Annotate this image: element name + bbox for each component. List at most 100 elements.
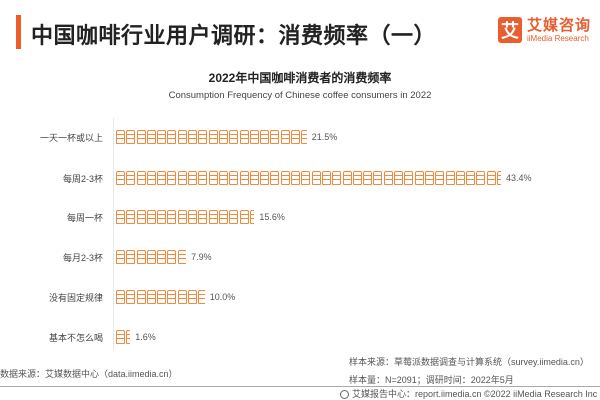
coffee-cup-icon [177, 171, 187, 185]
coffee-cup-icon [116, 171, 125, 185]
cup-bar [116, 130, 307, 144]
sample-info: 样本量：N=2091；调研时间：2022年5月 [349, 375, 514, 385]
coffee-cup-icon [383, 171, 393, 185]
coffee-cup-icon [116, 330, 125, 344]
coffee-cup-icon [445, 171, 455, 185]
coffee-cup-icon [136, 171, 146, 185]
chart-row: 基本不怎么喝 1.6% [0, 327, 156, 347]
coffee-cup-icon [188, 130, 198, 144]
coffee-cup-icon [280, 130, 290, 144]
coffee-cup-icon [352, 171, 362, 185]
chart-row: 每月2-3杯 7.9% [0, 247, 212, 267]
coffee-cup-icon [424, 171, 434, 185]
coffee-cup-icon [126, 290, 136, 304]
value-label: 1.6% [135, 332, 156, 342]
report-center-icon [340, 390, 349, 400]
sample-source: 样本来源：草莓派数据调查与计算系统（survey.iimedia.cn） [349, 357, 589, 367]
coffee-cup-icon [455, 171, 465, 185]
cup-bar [116, 210, 255, 224]
coffee-cup-icon [136, 250, 146, 264]
coffee-cup-icon [136, 210, 146, 224]
coffee-cup-icon [177, 290, 187, 304]
coffee-cup-icon [198, 290, 205, 304]
coffee-cup-icon [157, 250, 167, 264]
logo-name-en: iiMedia Research [527, 33, 589, 43]
coffee-cup-icon [466, 171, 476, 185]
value-label: 7.9% [191, 252, 212, 262]
cup-bar [116, 330, 131, 344]
coffee-cup-icon [321, 171, 331, 185]
data-source: 数据来源：艾媒数据中心（data.iimedia.cn） [0, 369, 178, 379]
coffee-cup-icon [342, 171, 352, 185]
coffee-cup-icon [198, 171, 208, 185]
coffee-cup-icon [126, 130, 136, 144]
coffee-cup-icon [373, 171, 383, 185]
coffee-cup-icon [198, 210, 208, 224]
logo-mark-icon: 艾 [498, 17, 522, 43]
logo-name-cn: 艾媒咨询 [527, 16, 592, 34]
coffee-cup-icon [249, 171, 259, 185]
value-label: 21.5% [311, 132, 338, 142]
category-label: 一天一杯或以上 [39, 132, 103, 143]
footer-text: 艾媒报告中心：report.iimedia.cn ©2022 iiMedia R… [352, 389, 598, 399]
coffee-cup-icon [208, 130, 218, 144]
coffee-cup-icon [229, 171, 239, 185]
coffee-cup-icon [116, 290, 125, 304]
coffee-cup-icon [157, 130, 167, 144]
coffee-cup-icon [218, 210, 228, 224]
coffee-cup-icon [188, 290, 198, 304]
coffee-cup-icon [126, 250, 136, 264]
coffee-cup-icon [270, 130, 280, 144]
coffee-cup-icon [198, 130, 208, 144]
coffee-cup-icon [435, 171, 445, 185]
coffee-cup-icon [404, 171, 414, 185]
sample-notes: 样本来源：草莓派数据调查与计算系统（survey.iimedia.cn） 样本量… [349, 353, 589, 389]
coffee-cup-icon [260, 171, 270, 185]
category-label: 每周2-3杯 [62, 173, 103, 184]
coffee-cup-icon [188, 210, 198, 224]
category-label: 基本不怎么喝 [48, 332, 103, 343]
title-accent-bar [16, 15, 21, 49]
footer: 艾媒报告中心：report.iimedia.cn ©2022 iiMedia R… [340, 387, 597, 400]
cup-bar [116, 250, 187, 264]
coffee-cup-icon [116, 250, 125, 264]
coffee-cup-icon [146, 250, 156, 264]
cup-bar [116, 290, 205, 304]
coffee-cup-icon [146, 130, 156, 144]
coffee-cup-icon [218, 171, 228, 185]
coffee-cup-icon [218, 130, 228, 144]
coffee-cup-icon [229, 130, 239, 144]
coffee-cup-icon [167, 210, 177, 224]
coffee-cup-icon [188, 171, 198, 185]
coffee-cup-icon [116, 130, 125, 144]
coffee-cup-icon [167, 290, 177, 304]
coffee-cup-icon [301, 171, 311, 185]
coffee-cup-icon [177, 210, 187, 224]
value-label: 43.4% [506, 173, 532, 183]
coffee-cup-icon [270, 171, 280, 185]
chart-row: 每周一杯 15.6% [0, 207, 285, 227]
coffee-cup-icon [280, 171, 290, 185]
coffee-cup-icon [260, 130, 270, 144]
coffee-cup-icon [208, 210, 218, 224]
coffee-cup-icon [496, 171, 501, 185]
coffee-cup-icon [157, 210, 167, 224]
coffee-cup-icon [414, 171, 424, 185]
coffee-cup-icon [291, 171, 301, 185]
coffee-cup-icon [208, 171, 218, 185]
coffee-cup-icon [291, 130, 301, 144]
coffee-cup-icon [177, 250, 187, 264]
coffee-cup-icon [157, 171, 167, 185]
chart-row: 没有固定规律 10.0% [0, 287, 235, 307]
page-title: 中国咖啡行业用户调研：消费频率（一） [31, 23, 437, 48]
chart-subtitle: Consumption Frequency of Chinese coffee … [168, 90, 432, 101]
coffee-cup-icon [486, 171, 496, 185]
coffee-cup-icon [229, 210, 239, 224]
category-axis-line [113, 118, 114, 350]
coffee-cup-icon [136, 130, 146, 144]
category-label: 没有固定规律 [48, 292, 103, 303]
chart-title: 2022年中国咖啡消费者的消费频率 [208, 71, 392, 85]
coffee-cup-icon [126, 210, 136, 224]
coffee-cup-icon [394, 171, 404, 185]
coffee-cup-icon [157, 290, 167, 304]
